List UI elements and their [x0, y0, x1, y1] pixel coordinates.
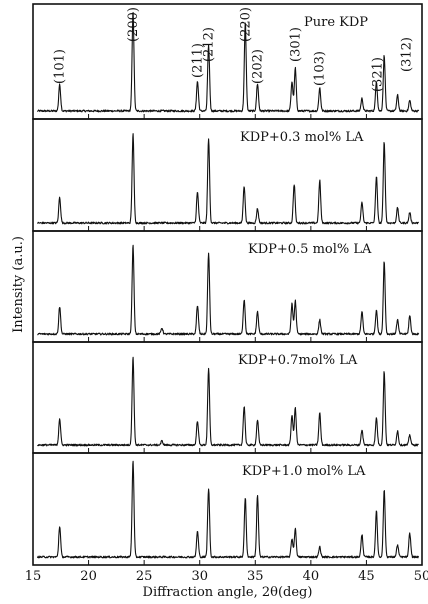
x-tick-label: 25	[136, 569, 153, 584]
panel-frame	[33, 342, 422, 453]
miller-index-label: (321)	[371, 57, 386, 92]
miller-index-label: (103)	[313, 51, 328, 86]
x-axis-title: Diffraction angle, 2θ(deg)	[143, 585, 313, 600]
x-tick-label: 40	[303, 569, 320, 584]
x-tick-label: 35	[247, 569, 264, 584]
series-label: KDP+0.3 mol% LA	[240, 130, 364, 145]
series-line	[37, 357, 418, 446]
miller-index-label: (212)	[202, 27, 217, 62]
miller-index-label: (312)	[399, 37, 414, 72]
x-tick-label: 45	[358, 569, 375, 584]
x-tick-label: 15	[25, 569, 42, 584]
x-tick-label: 30	[191, 569, 208, 584]
x-tick-label: 50	[414, 569, 428, 584]
miller-index-label: (220)	[238, 7, 253, 42]
y-axis-title: Intensity (a.u.)	[11, 236, 26, 333]
miller-index-label: (202)	[251, 49, 266, 84]
xrd-panel: KDP+0.3 mol% LA	[33, 119, 422, 231]
series-label: Pure KDP	[304, 15, 368, 30]
xrd-panel: KDP+1.0 mol% LA	[33, 453, 422, 565]
series-label: KDP+1.0 mol% LA	[242, 464, 366, 479]
series-line	[37, 245, 418, 335]
xrd-panel: Pure KDP(101)(200)(211)(212)(220)(202)(3…	[33, 4, 422, 119]
series-line	[37, 134, 418, 224]
series-label: KDP+0.7mol% LA	[238, 353, 358, 368]
x-tick-label: 20	[80, 569, 97, 584]
xrd-panel: KDP+0.5 mol% LA	[33, 231, 422, 342]
miller-index-label: (200)	[126, 7, 141, 42]
xrd-panel: KDP+0.7mol% LA	[33, 342, 422, 453]
series-label: KDP+0.5 mol% LA	[248, 242, 372, 257]
miller-index-label: (301)	[288, 27, 303, 62]
miller-index-label: (101)	[53, 49, 68, 84]
